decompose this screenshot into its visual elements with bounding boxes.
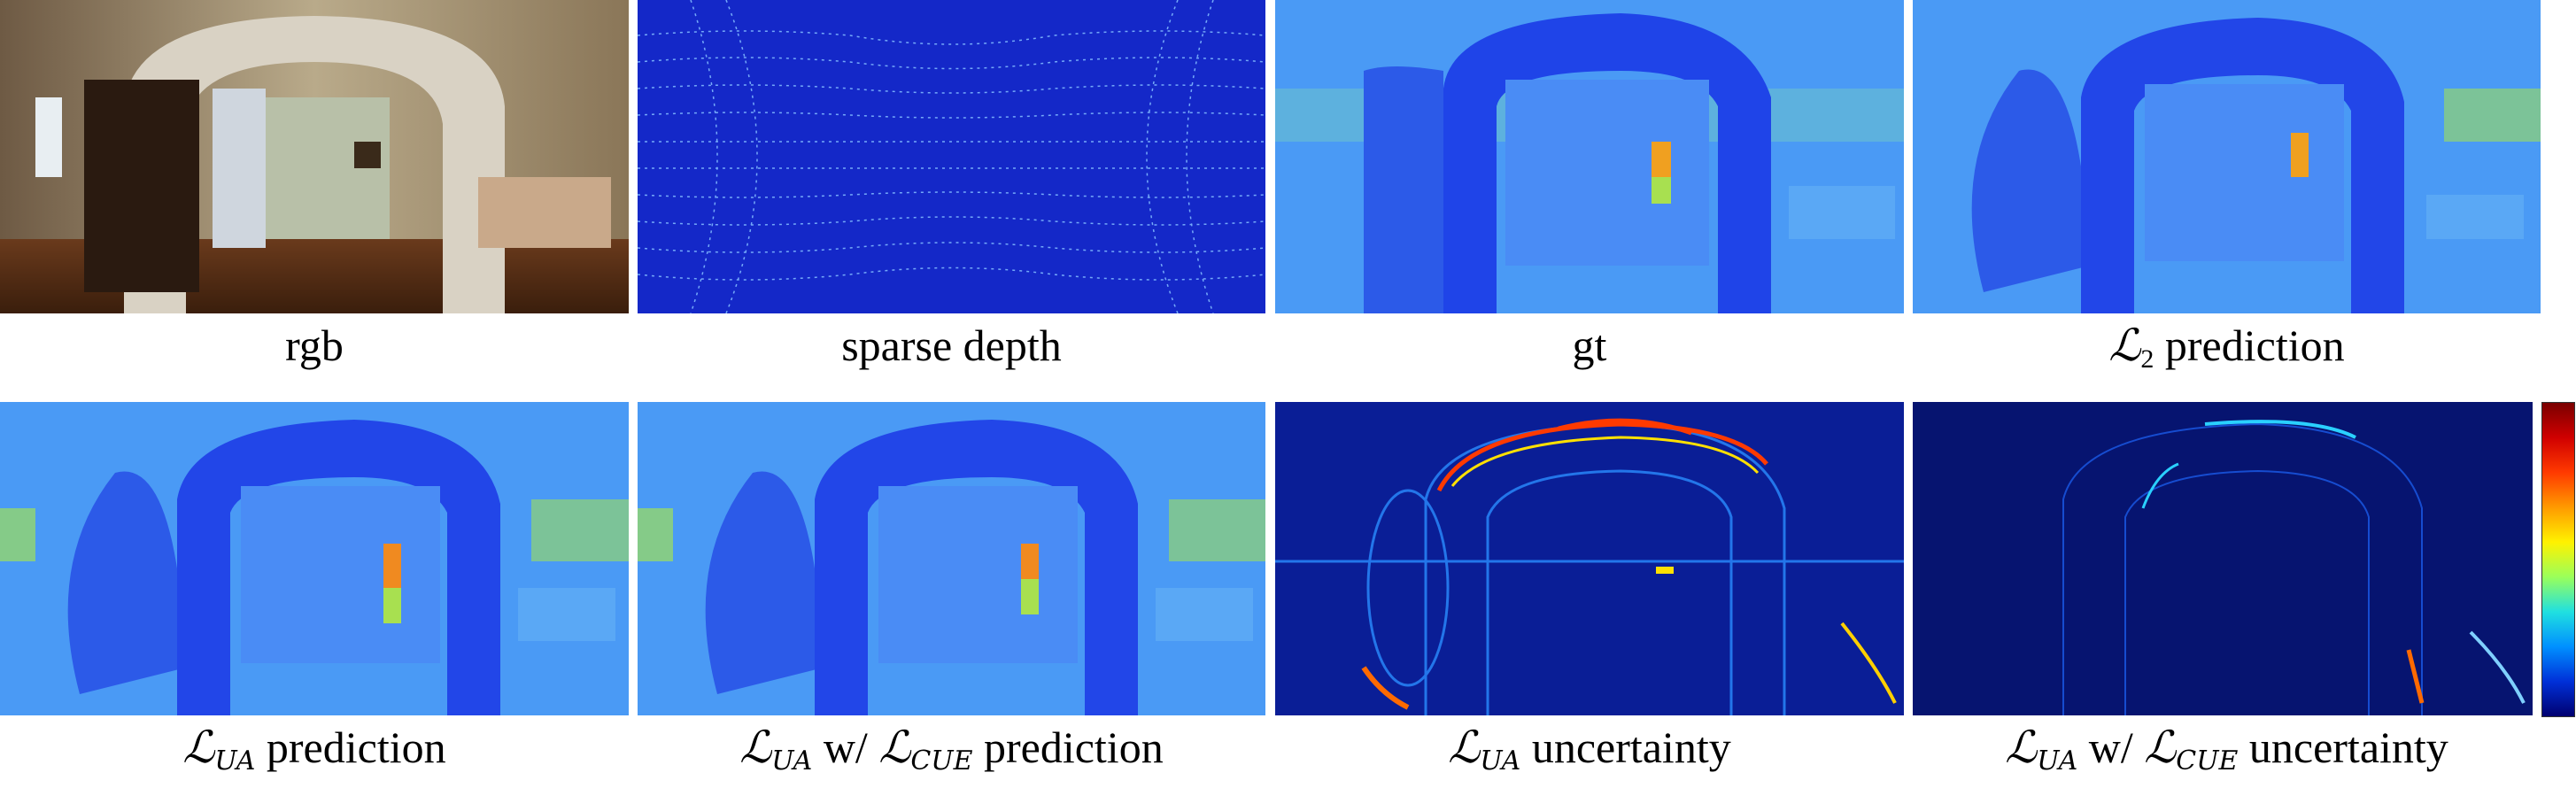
caption-ua-uncertainty: ℒUA uncertainty: [1448, 722, 1731, 776]
colorbar: [2541, 402, 2575, 717]
l2-prediction-panel: [1913, 0, 2541, 313]
caption-l2-prediction: ℒ2 prediction: [2108, 320, 2345, 374]
ua-uncertainty-panel: [1275, 402, 1904, 715]
caption-ua-cue-prediction: ℒUA w/ ℒCUE prediction: [739, 722, 1164, 776]
l2-prediction-image: [1913, 0, 2541, 313]
caption-ua-cue-uncertainty: ℒUA w/ ℒCUE uncertainty: [2005, 722, 2448, 776]
caption-gt: gt: [1572, 321, 1607, 370]
sparse-depth-image: [638, 0, 1265, 313]
rgb-image: [0, 0, 629, 313]
ua-cue-prediction-image: [638, 402, 1265, 715]
ua-prediction-image: [0, 402, 629, 715]
gt-image: [1275, 0, 1904, 313]
caption-rgb: rgb: [285, 321, 344, 370]
ua-cue-prediction-panel: [638, 402, 1265, 715]
gt-panel: [1275, 0, 1904, 313]
ua-cue-uncertainty-panel: [1913, 402, 2533, 715]
caption-sparse-depth: sparse depth: [841, 321, 1062, 370]
ua-prediction-panel: [0, 402, 629, 715]
ua-cue-uncertainty-image: [1913, 402, 2533, 715]
ua-uncertainty-image: [1275, 402, 1904, 715]
rgb-panel: [0, 0, 629, 313]
sparse-depth-panel: [638, 0, 1265, 313]
caption-ua-prediction: ℒUA prediction: [182, 722, 446, 776]
